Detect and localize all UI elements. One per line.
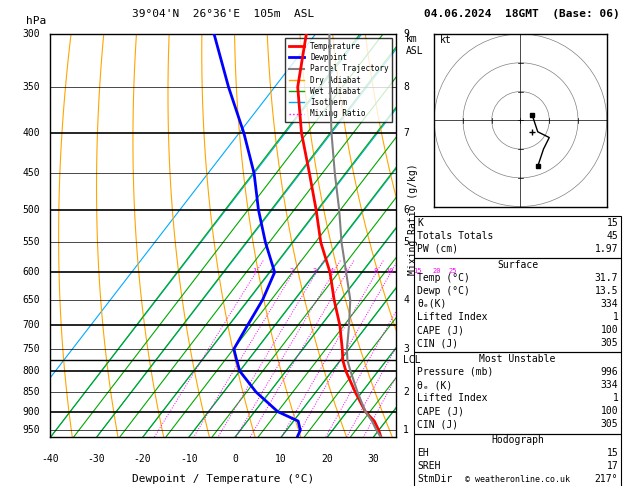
Text: 15: 15 — [606, 218, 618, 228]
Text: StmDir: StmDir — [417, 474, 452, 485]
Text: 25: 25 — [448, 268, 457, 275]
Text: -40: -40 — [42, 453, 59, 464]
Text: 3: 3 — [313, 268, 317, 275]
Text: 30: 30 — [367, 453, 379, 464]
Text: 39°04'N  26°36'E  105m  ASL: 39°04'N 26°36'E 105m ASL — [132, 9, 314, 19]
Text: km: km — [406, 34, 418, 44]
Text: 100: 100 — [601, 406, 618, 417]
Text: CIN (J): CIN (J) — [417, 338, 458, 348]
Text: 8: 8 — [373, 268, 377, 275]
Text: 600: 600 — [22, 267, 40, 278]
Legend: Temperature, Dewpoint, Parcel Trajectory, Dry Adiabat, Wet Adiabat, Isotherm, Mi: Temperature, Dewpoint, Parcel Trajectory… — [285, 38, 392, 122]
Text: 2: 2 — [403, 387, 409, 397]
Text: 1: 1 — [403, 425, 409, 435]
Text: Dewpoint / Temperature (°C): Dewpoint / Temperature (°C) — [132, 474, 314, 484]
Text: SREH: SREH — [417, 461, 440, 471]
Text: Dewp (°C): Dewp (°C) — [417, 286, 470, 296]
Text: 20: 20 — [433, 268, 441, 275]
Text: 100: 100 — [601, 325, 618, 335]
Text: Pressure (mb): Pressure (mb) — [417, 367, 493, 377]
Text: 450: 450 — [22, 168, 40, 178]
Text: 17: 17 — [606, 461, 618, 471]
Text: 850: 850 — [22, 387, 40, 397]
Text: 1: 1 — [252, 268, 257, 275]
Text: 20: 20 — [321, 453, 333, 464]
Text: CAPE (J): CAPE (J) — [417, 406, 464, 417]
Text: K: K — [417, 218, 423, 228]
Text: EH: EH — [417, 448, 429, 458]
Text: 1: 1 — [613, 393, 618, 403]
Text: Surface: Surface — [497, 260, 538, 270]
Text: 305: 305 — [601, 419, 618, 430]
Text: 900: 900 — [22, 407, 40, 417]
Text: hPa: hPa — [26, 16, 47, 26]
Text: 400: 400 — [22, 128, 40, 138]
Text: Temp (°C): Temp (°C) — [417, 273, 470, 283]
Text: 4: 4 — [403, 295, 409, 305]
Text: 9: 9 — [403, 29, 409, 39]
Text: 04.06.2024  18GMT  (Base: 06): 04.06.2024 18GMT (Base: 06) — [424, 9, 620, 19]
Text: 334: 334 — [601, 380, 618, 390]
Text: 0: 0 — [232, 453, 238, 464]
Text: θₑ(K): θₑ(K) — [417, 299, 447, 309]
Text: Hodograph: Hodograph — [491, 435, 544, 445]
Text: -10: -10 — [180, 453, 198, 464]
Text: 217°: 217° — [595, 474, 618, 485]
Text: 8: 8 — [403, 82, 409, 92]
Text: 13.5: 13.5 — [595, 286, 618, 296]
Text: 700: 700 — [22, 320, 40, 330]
Text: -20: -20 — [134, 453, 152, 464]
Text: 10: 10 — [386, 268, 394, 275]
Text: 7: 7 — [403, 128, 409, 138]
Text: 15: 15 — [413, 268, 421, 275]
Text: 1.97: 1.97 — [595, 244, 618, 254]
Text: 996: 996 — [601, 367, 618, 377]
Text: 1: 1 — [613, 312, 618, 322]
Text: Most Unstable: Most Unstable — [479, 354, 556, 364]
Text: 2: 2 — [290, 268, 294, 275]
Text: CIN (J): CIN (J) — [417, 419, 458, 430]
Text: 10: 10 — [275, 453, 287, 464]
Text: 6: 6 — [403, 205, 409, 215]
Text: 500: 500 — [22, 205, 40, 215]
Text: -30: -30 — [87, 453, 105, 464]
Text: LCL: LCL — [403, 355, 421, 365]
Text: 300: 300 — [22, 29, 40, 39]
Text: © weatheronline.co.uk: © weatheronline.co.uk — [465, 474, 569, 484]
Text: 4: 4 — [330, 268, 334, 275]
Text: 550: 550 — [22, 237, 40, 247]
Text: 750: 750 — [22, 344, 40, 354]
Text: 5: 5 — [343, 268, 348, 275]
Text: Lifted Index: Lifted Index — [417, 393, 487, 403]
Text: 5: 5 — [403, 237, 409, 247]
Text: Lifted Index: Lifted Index — [417, 312, 487, 322]
Text: 650: 650 — [22, 295, 40, 305]
Text: 305: 305 — [601, 338, 618, 348]
Text: CAPE (J): CAPE (J) — [417, 325, 464, 335]
Text: 3: 3 — [403, 344, 409, 354]
Text: kt: kt — [440, 35, 452, 45]
Text: ASL: ASL — [406, 46, 423, 56]
Text: Mixing Ratio (g/kg): Mixing Ratio (g/kg) — [408, 163, 418, 275]
Text: 15: 15 — [606, 448, 618, 458]
Text: θₑ (K): θₑ (K) — [417, 380, 452, 390]
Text: PW (cm): PW (cm) — [417, 244, 458, 254]
Text: 800: 800 — [22, 366, 40, 376]
Text: 31.7: 31.7 — [595, 273, 618, 283]
Text: 350: 350 — [22, 82, 40, 92]
Text: 334: 334 — [601, 299, 618, 309]
Text: 950: 950 — [22, 425, 40, 435]
Text: 45: 45 — [606, 231, 618, 241]
Text: Totals Totals: Totals Totals — [417, 231, 493, 241]
